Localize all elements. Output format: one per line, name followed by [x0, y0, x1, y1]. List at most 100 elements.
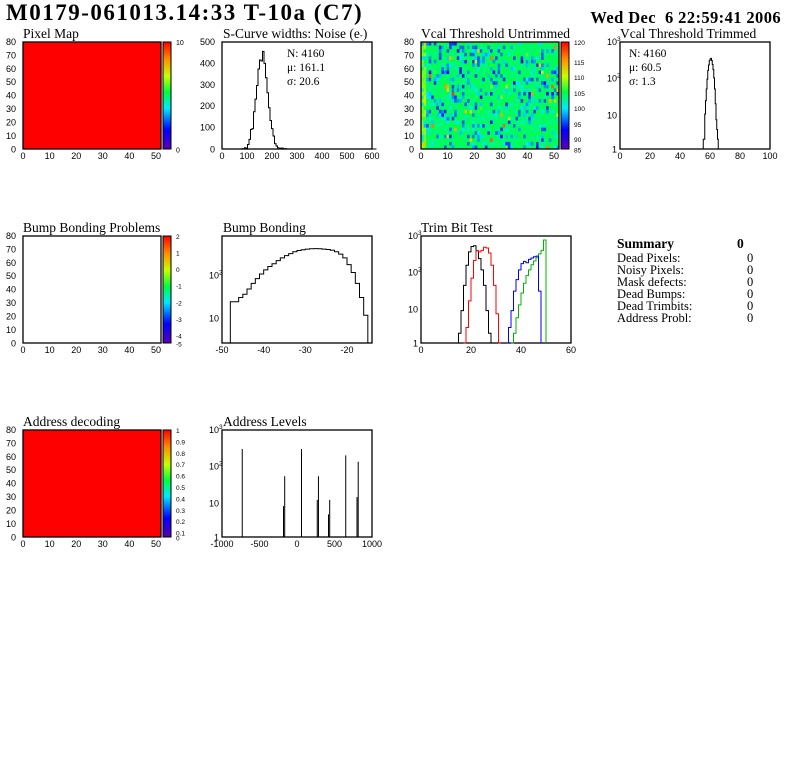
- svg-text:100: 100: [574, 106, 585, 113]
- svg-text:10: 10: [209, 498, 219, 508]
- svg-text:10: 10: [408, 268, 418, 278]
- svg-text:1: 1: [612, 145, 617, 155]
- svg-text:2: 2: [176, 234, 180, 241]
- svg-text:0.2: 0.2: [176, 519, 185, 526]
- svg-text:20: 20: [645, 151, 655, 161]
- svg-text:0: 0: [219, 151, 224, 161]
- svg-text:50: 50: [151, 539, 161, 549]
- svg-text:60: 60: [705, 151, 715, 161]
- svg-text:0: 0: [20, 345, 25, 355]
- svg-text:0: 0: [210, 145, 215, 155]
- svg-text:σ: 20.6: σ: 20.6: [287, 76, 320, 88]
- svg-text:20: 20: [71, 345, 81, 355]
- svg-text:20: 20: [469, 151, 479, 161]
- svg-text:10: 10: [45, 151, 55, 161]
- svg-text:300: 300: [200, 80, 215, 90]
- svg-text:50: 50: [6, 77, 16, 87]
- svg-text:-5: -5: [176, 342, 182, 349]
- svg-text:-1: -1: [176, 284, 182, 291]
- svg-text:50: 50: [404, 77, 414, 87]
- svg-text:30: 30: [6, 298, 16, 308]
- svg-text:50: 50: [6, 465, 16, 475]
- svg-text:0.8: 0.8: [176, 451, 185, 458]
- svg-text:400: 400: [200, 58, 215, 68]
- svg-text:40: 40: [124, 539, 134, 549]
- svg-text:20: 20: [71, 151, 81, 161]
- svg-text:0.5: 0.5: [176, 485, 185, 492]
- svg-text:500: 500: [339, 151, 354, 161]
- svg-text:80: 80: [6, 37, 16, 47]
- svg-text:10: 10: [209, 314, 219, 324]
- svg-text:0.9: 0.9: [176, 439, 185, 446]
- svg-text:2: 2: [219, 269, 223, 276]
- svg-text:10: 10: [209, 270, 219, 280]
- svg-text:20: 20: [71, 539, 81, 549]
- svg-text:80: 80: [6, 231, 16, 241]
- svg-text:10: 10: [209, 425, 219, 435]
- svg-text:0: 0: [11, 533, 16, 543]
- svg-text:60: 60: [404, 64, 414, 74]
- svg-text:10: 10: [607, 74, 617, 84]
- svg-text:30: 30: [496, 151, 506, 161]
- svg-text:300: 300: [289, 151, 304, 161]
- svg-text:10: 10: [6, 325, 16, 335]
- svg-text:30: 30: [98, 151, 108, 161]
- svg-text:80: 80: [6, 425, 16, 435]
- svg-text:-20: -20: [340, 345, 353, 355]
- svg-text:60: 60: [6, 258, 16, 268]
- svg-text:0: 0: [11, 145, 16, 155]
- svg-text:0: 0: [294, 539, 299, 549]
- svg-text:95: 95: [574, 122, 582, 129]
- svg-text:40: 40: [675, 151, 685, 161]
- svg-text:10: 10: [607, 37, 617, 47]
- svg-text:10: 10: [6, 131, 16, 141]
- svg-text:100: 100: [239, 151, 254, 161]
- svg-text:0: 0: [20, 151, 25, 161]
- svg-text:-500: -500: [250, 539, 268, 549]
- svg-text:N: 4160: N: 4160: [287, 48, 325, 60]
- svg-text:2: 2: [219, 461, 223, 468]
- svg-text:20: 20: [6, 505, 16, 515]
- svg-text:50: 50: [151, 345, 161, 355]
- svg-text:30: 30: [404, 104, 414, 114]
- svg-text:-1000: -1000: [210, 539, 233, 549]
- svg-text:120: 120: [574, 40, 585, 47]
- svg-text:400: 400: [314, 151, 329, 161]
- svg-text:0: 0: [418, 345, 423, 355]
- svg-text:30: 30: [6, 492, 16, 502]
- svg-text:0.3: 0.3: [176, 508, 185, 515]
- svg-text:40: 40: [124, 151, 134, 161]
- svg-text:μ: 60.5: μ: 60.5: [629, 62, 662, 74]
- svg-text:-4: -4: [176, 333, 182, 340]
- svg-text:3: 3: [418, 230, 422, 237]
- svg-text:30: 30: [98, 539, 108, 549]
- svg-text:60: 60: [566, 345, 576, 355]
- svg-text:1000: 1000: [362, 539, 382, 549]
- svg-text:20: 20: [6, 311, 16, 321]
- svg-text:70: 70: [6, 438, 16, 448]
- svg-text:50: 50: [549, 151, 559, 161]
- svg-text:60: 60: [6, 64, 16, 74]
- svg-text:20: 20: [466, 345, 476, 355]
- svg-text:-3: -3: [176, 317, 182, 324]
- svg-text:30: 30: [6, 104, 16, 114]
- svg-text:10: 10: [408, 304, 418, 314]
- svg-text:0.6: 0.6: [176, 474, 185, 481]
- svg-text:0: 0: [176, 148, 180, 155]
- svg-text:40: 40: [6, 285, 16, 295]
- svg-text:-40: -40: [257, 345, 270, 355]
- svg-text:0: 0: [409, 145, 414, 155]
- svg-text:σ: 1.3: σ: 1.3: [629, 76, 656, 88]
- svg-text:50: 50: [151, 151, 161, 161]
- svg-text:-50: -50: [215, 345, 228, 355]
- svg-text:μ: 161.1: μ: 161.1: [287, 62, 325, 74]
- svg-text:10: 10: [6, 519, 16, 529]
- svg-text:70: 70: [404, 50, 414, 60]
- svg-text:200: 200: [264, 151, 279, 161]
- svg-text:40: 40: [6, 91, 16, 101]
- svg-text:105: 105: [574, 91, 585, 98]
- svg-text:1: 1: [176, 251, 180, 258]
- svg-text:200: 200: [200, 101, 215, 111]
- svg-text:80: 80: [735, 151, 745, 161]
- svg-text:-2: -2: [176, 300, 182, 307]
